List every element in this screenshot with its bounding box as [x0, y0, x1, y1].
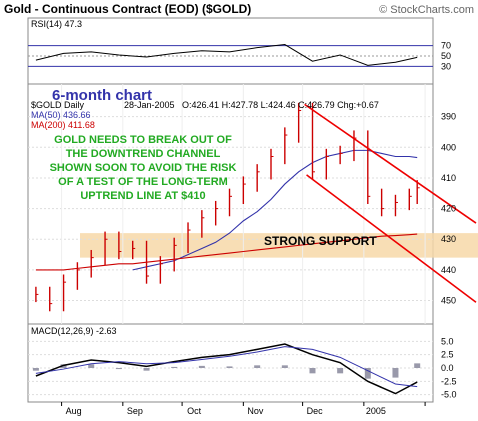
x-month-label: Dec: [307, 406, 324, 416]
rsi-label: RSI(14) 47.3: [31, 19, 82, 29]
x-month-label: Oct: [187, 406, 202, 416]
macd-y-tick: 0.0: [441, 363, 454, 373]
macd-histogram-bar: [226, 366, 233, 368]
macd-histogram-bar: [115, 368, 122, 370]
annotation-line-3: SHOWN SOON TO AVOID THE RISK: [50, 162, 237, 174]
ohlc-line: 28-Jan-2005 O:426.41 H:427.78 L:424.46 C…: [124, 100, 379, 110]
x-month-label: Sep: [127, 406, 143, 416]
ma50-line: [132, 149, 418, 271]
x-month-label: Aug: [66, 406, 82, 416]
annotation-line-2: THE DOWNTREND CHANNEL: [66, 148, 221, 160]
price-y-tick: 430: [441, 234, 456, 244]
macd-label: MACD(12,26,9) -2.63: [31, 326, 117, 336]
downtrend-channel-line: [306, 174, 477, 303]
price-y-tick: 440: [441, 265, 456, 275]
macd-line: [35, 343, 418, 395]
price-y-tick: 410: [441, 173, 456, 183]
annotation-line-1: GOLD NEEDS TO BREAK OUT OF: [54, 134, 232, 146]
legend-symbol: $GOLD Daily: [31, 100, 85, 110]
macd-histogram-bar: [414, 363, 421, 368]
rsi-line: [35, 44, 418, 66]
rsi-y-tick: 70: [441, 41, 451, 51]
price-y-tick: 420: [441, 204, 456, 214]
price-y-tick: 450: [441, 296, 456, 306]
macd-histogram-bar: [143, 368, 150, 371]
macd-histogram-bar: [88, 364, 95, 368]
support-label: STRONG SUPPORT: [264, 234, 377, 248]
macd-signal-line: [35, 346, 418, 388]
macd-y-tick: 2.5: [441, 350, 454, 360]
macd-histogram-bar: [254, 365, 261, 368]
annotation-line-4: OF A TEST OF THE LONG-TERM: [58, 176, 228, 188]
legend-ma200: MA(200) 411.68: [31, 120, 95, 130]
macd-y-tick: -5.0: [441, 390, 457, 400]
x-month-label: 2005: [366, 406, 386, 416]
legend-ma50: MA(50) 436.66: [31, 110, 91, 120]
credit-text: © StockCharts.com: [379, 4, 474, 16]
price-panel: [27, 83, 434, 325]
price-y-tick: 400: [441, 142, 456, 152]
macd-histogram-bar: [198, 365, 205, 368]
macd-y-tick: -2.5: [441, 376, 457, 386]
x-month-label: Nov: [247, 406, 264, 416]
macd-histogram-bar: [337, 368, 344, 374]
macd-histogram-bar: [281, 365, 288, 368]
macd-y-tick: 5.0: [441, 336, 454, 346]
rsi-y-tick: 30: [441, 61, 451, 71]
six-month-label: 6-month chart: [52, 87, 152, 104]
downtrend-channel-line: [304, 103, 477, 224]
ma200-line: [35, 233, 418, 271]
macd-histogram-bar: [32, 368, 39, 371]
macd-histogram-bar: [309, 368, 316, 374]
macd-histogram-bar: [364, 368, 371, 379]
macd-histogram-bar: [171, 366, 178, 368]
price-y-tick: 390: [441, 112, 456, 122]
rsi-y-tick: 50: [441, 51, 451, 61]
annotation-line-5: UPTREND LINE AT $410: [80, 190, 205, 202]
macd-histogram-bar: [392, 368, 399, 378]
chart-title: Gold - Continuous Contract (EOD) ($GOLD): [4, 2, 251, 16]
rsi-panel: [27, 17, 434, 85]
